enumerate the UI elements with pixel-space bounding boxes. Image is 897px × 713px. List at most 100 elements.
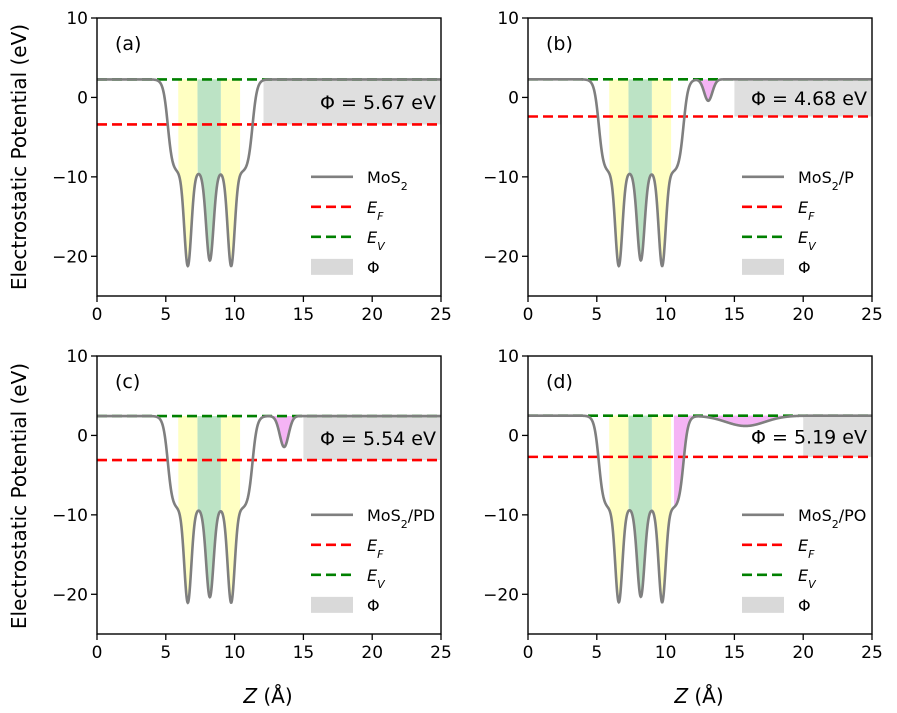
text-run: MoS <box>367 506 401 525</box>
y-tick-label: −20 <box>483 585 519 605</box>
y-tick-label: −10 <box>483 506 519 526</box>
legend-vacuum-label: EV <box>798 566 817 591</box>
legend-potential-label: MoS2 <box>367 168 408 193</box>
x-tick-label: 10 <box>655 305 677 325</box>
x-tick-label: 5 <box>160 305 171 325</box>
legend-fermi-label: EF <box>798 536 815 561</box>
text-subscript: V <box>377 577 386 590</box>
x-tick-label: 0 <box>92 643 103 663</box>
panel-a: Φ = 5.67 eV0 5 10 15 20 25−20−10010(a)MoS2EFE… <box>52 9 452 325</box>
panel-c: Φ = 5.54 eV 0 5 10 15 20 25 −20 −10 0 10 (c) MoS2/PD… <box>52 347 452 663</box>
y-tick-label: 0 <box>77 88 88 108</box>
x-tick-label: 25 <box>430 643 452 663</box>
text-subscript: V <box>377 239 386 252</box>
legend-vacuum-label: EV <box>367 566 386 591</box>
text-run: MoS <box>798 506 832 525</box>
text-subscript: F <box>808 209 815 222</box>
s-layer-fill-right <box>651 79 672 266</box>
text-run: Φ <box>798 596 811 615</box>
mo-layer-fill <box>197 79 221 261</box>
text-run: Φ <box>798 258 811 277</box>
y-tick-label: 10 <box>66 9 88 29</box>
text-run: E <box>367 536 378 555</box>
mo-layer-fill <box>628 79 652 261</box>
text-subscript: 2 <box>401 517 408 530</box>
legend-potential-label: MoS2/PO <box>798 506 866 531</box>
legend-phi-swatch <box>742 596 784 613</box>
text-run: Φ <box>367 258 380 277</box>
text-subscript: F <box>377 209 384 222</box>
x-tick-label: 5 <box>591 305 602 325</box>
y-axis-title-bottom: Electrostatic Potential (eV) <box>7 363 31 629</box>
legend-potential-label: MoS2/PD <box>367 506 435 531</box>
x-tick-label: 10 <box>224 305 246 325</box>
y-tick-label: −10 <box>483 168 519 188</box>
plot-area <box>528 78 872 268</box>
text-run: MoS <box>367 168 401 187</box>
axes-frame <box>527 355 873 635</box>
potential-curve <box>97 414 441 605</box>
text-subscript: 2 <box>832 517 839 530</box>
potential-curve <box>97 78 441 268</box>
x-tick-label: 20 <box>792 305 814 325</box>
work-function-band <box>303 416 441 461</box>
legend-phi-swatch <box>311 596 353 613</box>
text-subscript: V <box>808 239 817 252</box>
phi-annotation: Φ = 5.19 eV <box>751 426 867 448</box>
s-layer-fill-left <box>178 79 198 267</box>
y-tick-label: −10 <box>52 506 88 526</box>
legend-potential-label: MoS2/P <box>798 168 854 193</box>
text-run: E <box>367 566 378 585</box>
phi-annotation: Φ = 5.54 eV <box>320 428 436 450</box>
legend-vacuum-label: EV <box>798 228 817 253</box>
y-tick-label: −10 <box>52 168 88 188</box>
x-tick-label: 15 <box>724 305 746 325</box>
panel-label: (a) <box>115 33 141 55</box>
work-function-band <box>263 79 441 125</box>
x-tick-label: 10 <box>224 643 246 663</box>
adsorbate-dip-fill <box>268 416 301 448</box>
text-run: E <box>367 228 378 247</box>
x-axis-title-left: Z (Å) <box>242 684 292 708</box>
work-function-band <box>803 415 872 457</box>
legend-fermi-label: EF <box>367 198 384 223</box>
legend-phi-label: Φ <box>798 596 811 615</box>
text-run: Φ <box>367 596 380 615</box>
text-run: E <box>798 228 809 247</box>
x-tick-label: 5 <box>591 643 602 663</box>
panel-label: (d) <box>546 371 573 393</box>
text-subscript: 2 <box>401 179 408 192</box>
work-function-band <box>734 79 872 117</box>
x-tick-label: 20 <box>361 305 383 325</box>
y-tick-label: −20 <box>52 585 88 605</box>
y-tick-label: 0 <box>508 426 519 446</box>
s-layer-fill-left <box>609 415 629 603</box>
legend-phi-label: Φ <box>798 258 811 277</box>
legend-fermi-label: EF <box>798 198 815 223</box>
y-tick-label: 0 <box>77 426 88 446</box>
mo-layer-fill <box>197 416 221 598</box>
legend-fermi-label: EF <box>367 536 384 561</box>
legend-phi-label: Φ <box>367 258 380 277</box>
phi-annotation: Φ = 5.67 eV <box>320 92 436 114</box>
panel-label: (b) <box>546 33 573 55</box>
text-subscript: V <box>808 577 817 590</box>
plot-area <box>528 414 872 605</box>
plot-area <box>97 414 441 605</box>
x-tick-label: 25 <box>861 643 883 663</box>
text-run: /P <box>839 168 854 187</box>
y-tick-label: 0 <box>508 88 519 108</box>
x-tick-label: 0 <box>92 305 103 325</box>
x-tick-label: 20 <box>361 643 383 663</box>
x-tick-label: 5 <box>160 643 171 663</box>
legend-phi-swatch <box>311 258 353 275</box>
potential-curve <box>528 78 872 268</box>
x-tick-label: 15 <box>724 643 746 663</box>
potential-curve <box>528 414 872 605</box>
x-tick-label: 10 <box>655 643 677 663</box>
legend-vacuum-label: EV <box>367 228 386 253</box>
x-tick-label: 0 <box>523 305 534 325</box>
x-axis-title-right: Z (Å) <box>673 684 723 708</box>
text-subscript: 2 <box>832 179 839 192</box>
